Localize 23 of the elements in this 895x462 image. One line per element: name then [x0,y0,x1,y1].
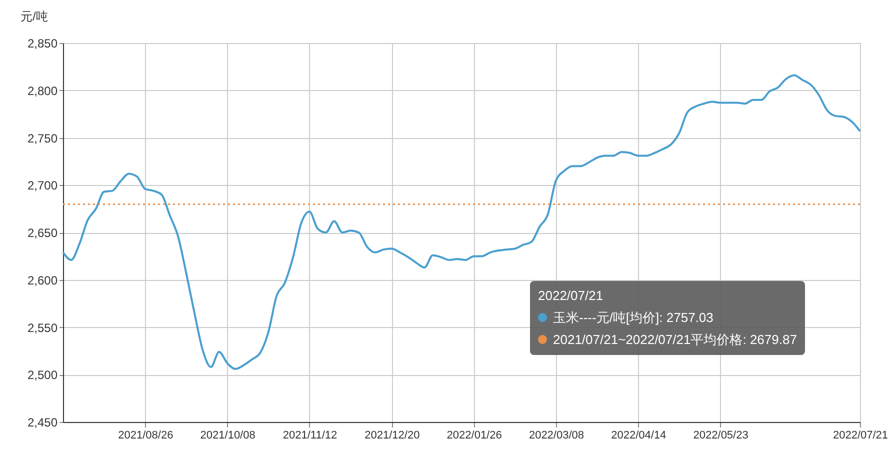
x-tick-label: 2021/11/12 [282,430,338,442]
x-tick-label: 2022/04/14 [611,430,666,442]
x-tick-label: 2022/01/26 [446,430,502,442]
x-tick-label: 2022/05/23 [693,430,748,442]
annotation: 2022/07/21 [538,287,604,305]
x-tick-label: 2021/10/08 [200,430,256,442]
x-tick-label: 2021/12/20 [364,430,420,442]
y-tick-label: 2,800 [27,84,58,98]
annotation: 玉米----元/吨[均价]: 2757.03 [552,309,714,327]
x-tick-label: 2022/03/08 [528,430,584,442]
y-tick-label: 2,600 [27,273,58,288]
y-tick-label: 2,500 [27,368,58,382]
x-tick-label: 2022/07/21 [832,430,888,442]
y-tick-label: 2,700 [27,178,58,193]
y-tick-label: 2,750 [27,131,58,146]
y-tick-label: 2,550 [27,320,58,335]
y-tick-label: 2,450 [27,416,58,430]
line-series [62,74,861,370]
y-tick-label: 2,850 [27,36,58,50]
y-tick-label: 2,650 [27,226,58,240]
annotation: 2021/07/21~2022/07/21平均价格: 2679.87 [552,331,797,349]
x-tick-label: 2021/08/26 [118,430,174,442]
y-axis-title: 元/吨 [20,10,48,24]
